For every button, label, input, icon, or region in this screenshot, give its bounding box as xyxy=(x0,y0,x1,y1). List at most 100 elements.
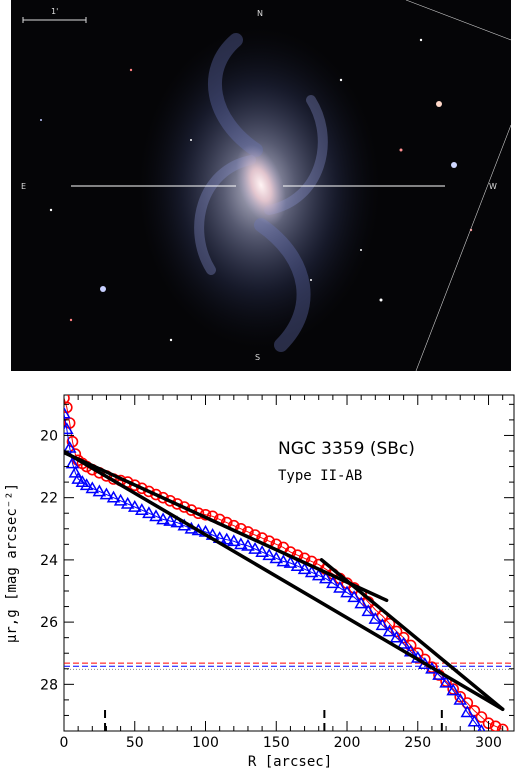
data-point xyxy=(92,484,107,497)
data-point xyxy=(64,406,71,419)
data-point xyxy=(79,478,94,491)
data-point xyxy=(120,496,135,509)
data-point xyxy=(163,513,177,526)
axis-ticks: 0 50 100 150 200 250 300 20 22 24 26 28 xyxy=(40,395,514,751)
x-axis-label: R [arcsec] xyxy=(248,754,332,770)
data-point xyxy=(85,481,100,494)
data-point xyxy=(106,490,121,503)
data-point xyxy=(227,534,241,547)
y-tick-label: 24 xyxy=(40,553,58,569)
y-axis-label: μr,g [mag arcsec⁻²] xyxy=(4,483,20,643)
data-point xyxy=(150,488,162,501)
data-point xyxy=(241,538,255,551)
x-tick-label: 250 xyxy=(404,735,431,751)
data-point xyxy=(269,551,284,564)
data-point xyxy=(142,506,156,519)
star-field xyxy=(40,38,473,342)
data-point xyxy=(439,675,453,688)
data-point xyxy=(326,576,340,589)
series-1 xyxy=(64,406,489,731)
data-point xyxy=(170,515,184,528)
data-point xyxy=(382,624,397,637)
data-point xyxy=(375,618,390,631)
x-tick-label: 300 xyxy=(475,735,502,751)
fit-line-0 xyxy=(64,449,505,711)
data-point xyxy=(248,541,262,554)
data-point xyxy=(68,465,83,478)
data-point xyxy=(389,630,404,643)
data-point xyxy=(276,554,291,567)
galaxy-image: 1' N E W S xyxy=(11,0,511,371)
data-point xyxy=(255,545,269,557)
data-point xyxy=(333,580,347,593)
data-point xyxy=(340,585,354,598)
x-tick-label: 0 xyxy=(60,735,69,751)
compass-east: E xyxy=(21,182,26,191)
data-point xyxy=(64,440,77,453)
data-point xyxy=(347,590,361,603)
data-point xyxy=(64,422,74,435)
data-point xyxy=(397,631,410,644)
data-point xyxy=(127,499,142,512)
chart-title: NGC 3359 (SBc) xyxy=(278,439,415,459)
data-point xyxy=(453,692,468,705)
data-point xyxy=(128,479,141,492)
fit-line-2 xyxy=(319,558,505,711)
profile-chart-svg: 0 50 100 150 200 250 300 20 22 24 26 28 NGC 3359 (S… xyxy=(4,394,515,770)
data-point xyxy=(396,636,411,649)
data-point xyxy=(368,611,383,624)
data-point xyxy=(262,548,276,561)
data-point xyxy=(475,711,488,723)
data-point xyxy=(64,395,70,404)
x-tick-label: 100 xyxy=(192,735,219,751)
data-points xyxy=(64,395,509,731)
data-point xyxy=(361,604,376,617)
data-point xyxy=(297,562,312,575)
data-point xyxy=(149,509,163,522)
data-point xyxy=(234,537,248,550)
data-point xyxy=(143,485,155,498)
break-markers xyxy=(104,705,443,731)
compass-north: N xyxy=(257,9,263,18)
compass-west: W xyxy=(489,182,497,191)
data-point xyxy=(135,503,149,515)
y-tick-label: 22 xyxy=(40,491,58,507)
data-point xyxy=(283,555,298,568)
data-point xyxy=(99,487,114,500)
data-point xyxy=(467,714,482,727)
compass-south: S xyxy=(255,353,260,362)
data-point xyxy=(157,491,169,504)
data-point xyxy=(136,482,148,495)
x-tick-label: 200 xyxy=(334,735,361,751)
data-point xyxy=(311,568,326,581)
y-tick-label: 28 xyxy=(40,677,58,693)
data-point xyxy=(489,720,502,731)
galaxy-image-svg: 1' N E W S xyxy=(11,0,511,371)
galaxy-bar xyxy=(235,144,287,226)
data-point xyxy=(454,690,467,703)
data-point xyxy=(354,596,368,609)
data-point xyxy=(460,705,475,718)
data-point xyxy=(304,565,319,578)
data-point xyxy=(156,512,170,525)
data-point xyxy=(65,456,80,469)
data-point xyxy=(290,559,305,571)
data-point xyxy=(113,493,128,506)
y-tick-label: 26 xyxy=(40,615,58,631)
data-point xyxy=(477,723,486,731)
chart-subtitle: Type II-AB xyxy=(278,468,362,484)
profile-chart: 0 50 100 150 200 250 300 20 22 24 26 28 NGC 3359 (S… xyxy=(0,380,525,771)
plot-frame xyxy=(63,394,515,732)
x-tick-label: 50 xyxy=(126,735,144,751)
scale-label: 1' xyxy=(51,7,58,16)
field-edge-top xyxy=(405,0,511,41)
x-tick-label: 150 xyxy=(263,735,290,751)
y-tick-label: 20 xyxy=(40,428,58,444)
fit-line-1 xyxy=(64,450,389,603)
data-point xyxy=(496,723,509,731)
data-point xyxy=(390,625,403,638)
data-point xyxy=(319,571,333,584)
fit-lines xyxy=(64,449,505,711)
field-edge-right xyxy=(415,124,511,371)
data-point xyxy=(446,683,460,696)
